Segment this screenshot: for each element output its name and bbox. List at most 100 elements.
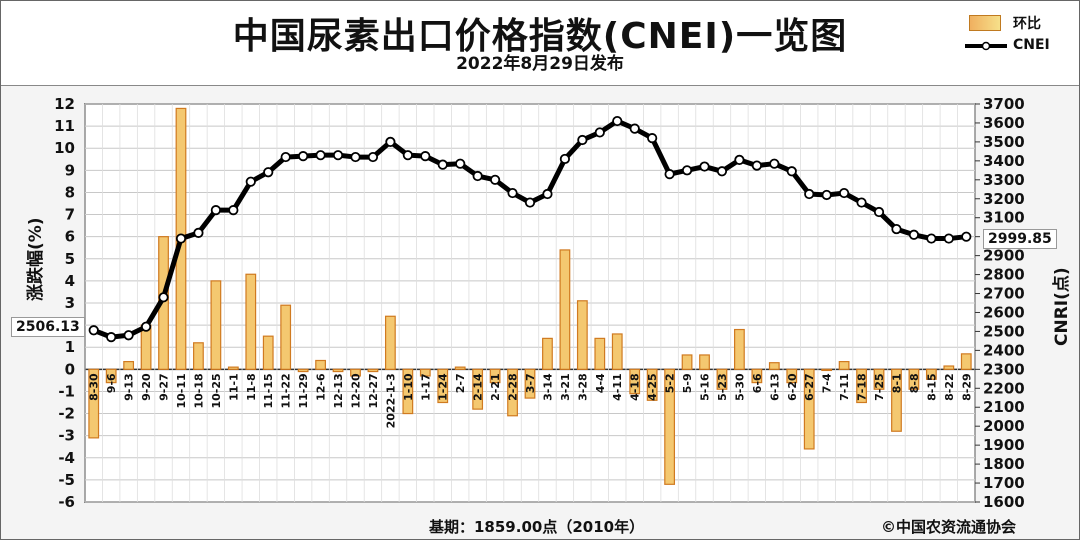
chart-subtitle: 2022年8月29日发布 bbox=[456, 54, 624, 74]
bar-mom-7-25 bbox=[873, 368, 885, 390]
cnei-point-8-15 bbox=[926, 233, 937, 244]
y-right-tick-label: 3500 bbox=[983, 133, 1025, 151]
cnei-point-11-22 bbox=[280, 151, 291, 163]
cnei-point-5-23 bbox=[716, 166, 728, 177]
cnei-point-7-25 bbox=[873, 206, 885, 218]
bar-mom-4-25 bbox=[646, 368, 658, 401]
bar-mom-9-13 bbox=[123, 360, 135, 370]
bar-mom-4-4 bbox=[594, 337, 606, 370]
x-tick-label: 12-20 bbox=[349, 373, 362, 409]
cnei-point-6-6 bbox=[751, 160, 762, 171]
x-tick-label: 1-24 bbox=[437, 373, 450, 401]
bar-mom-12-13 bbox=[332, 368, 344, 373]
cnei-point-8-1 bbox=[891, 223, 902, 235]
x-tick-label: 1-10 bbox=[402, 373, 415, 401]
bar-mom-7-18 bbox=[856, 368, 867, 404]
bar-mom-5-23 bbox=[716, 368, 728, 390]
y-left-tick-label: 11 bbox=[54, 117, 75, 135]
y-left-tick-label: -6 bbox=[58, 493, 75, 511]
x-tick-label: 4-18 bbox=[629, 373, 642, 401]
x-tick-label: 6-13 bbox=[768, 373, 781, 401]
x-tick-label: 8-1 bbox=[890, 373, 903, 393]
x-tick-label: 5-2 bbox=[664, 373, 677, 393]
bar-mom-10-25 bbox=[210, 280, 222, 370]
y-left-tick-label: -2 bbox=[58, 405, 75, 423]
x-tick-label: 12-13 bbox=[332, 373, 345, 408]
cnei-point-12-6 bbox=[315, 150, 326, 161]
x-tick-label: 10-25 bbox=[210, 373, 223, 408]
y-left-tick-label: -5 bbox=[58, 471, 75, 489]
x-tick-label: 4-25 bbox=[646, 373, 659, 401]
x-tick-label: 11-8 bbox=[245, 373, 258, 401]
x-tick-label: 2022-1-3 bbox=[384, 373, 397, 428]
x-tick-label: 9-6 bbox=[105, 373, 118, 393]
y-right-tick-label: 1800 bbox=[983, 455, 1025, 473]
bar-mom-3-14 bbox=[542, 337, 553, 370]
x-tick-label: 6-6 bbox=[751, 373, 764, 393]
bar-mom-11-1 bbox=[227, 366, 239, 370]
y-left-tick-label: 7 bbox=[65, 206, 75, 224]
cnei-point-5-9 bbox=[681, 165, 693, 176]
cnei-point-4-11 bbox=[612, 115, 623, 127]
y-right-tick-label: 3700 bbox=[983, 95, 1025, 113]
x-tick-label: 5-16 bbox=[699, 373, 712, 401]
cnei-point-11-8 bbox=[245, 176, 256, 187]
x-tick-label: 1-17 bbox=[419, 373, 432, 401]
bar-mom-6-20 bbox=[786, 368, 798, 384]
cnei-point-2022-1-3 bbox=[385, 136, 396, 148]
x-tick-label: 7-4 bbox=[821, 373, 834, 393]
x-tick-label: 11-1 bbox=[227, 373, 240, 401]
x-tick-label: 9-20 bbox=[140, 373, 153, 401]
cnei-point-8-29 bbox=[961, 231, 972, 242]
end-value-callout: 2999.85 bbox=[983, 229, 1057, 249]
y-right-tick-label: 3300 bbox=[983, 171, 1025, 189]
cnei-point-6-13 bbox=[769, 158, 780, 169]
bar-mom-5-2 bbox=[664, 368, 676, 485]
cnei-point-11-29 bbox=[298, 151, 309, 162]
cnei-point-1-17 bbox=[420, 151, 431, 162]
cnei-point-3-14 bbox=[542, 188, 553, 200]
y-right-tick-label: 1900 bbox=[983, 436, 1025, 454]
x-tick-label: 12-27 bbox=[367, 373, 380, 408]
cnei-point-12-13 bbox=[332, 150, 344, 161]
chart-header: 中国尿素出口价格指数(CNEI)一览图 2022年8月29日发布 环比 CNEI bbox=[1, 1, 1079, 86]
cnei-point-7-4 bbox=[821, 189, 832, 201]
y-right-tick-label: 3400 bbox=[983, 152, 1025, 170]
bar-mom-4-11 bbox=[611, 333, 623, 370]
chart-title: 中国尿素出口价格指数(CNEI)一览图 bbox=[232, 16, 848, 57]
start-value-callout: 2506.13 bbox=[11, 317, 85, 337]
cnei-point-5-2 bbox=[664, 169, 675, 180]
bar-mom-12-6 bbox=[315, 359, 326, 370]
cnei-point-11-15 bbox=[263, 167, 274, 178]
bar-mom-2-28 bbox=[507, 368, 518, 417]
bar-mom-2022-1-3 bbox=[384, 315, 396, 370]
bar-mom-9-6 bbox=[105, 368, 117, 384]
x-tick-label: 6-20 bbox=[786, 373, 799, 401]
x-tick-label: 4-11 bbox=[611, 373, 624, 401]
x-tick-label: 3-28 bbox=[576, 373, 589, 401]
y-left-tick-label: 4 bbox=[65, 272, 75, 290]
cnei-point-9-13 bbox=[123, 330, 134, 341]
legend-line-swatch bbox=[965, 41, 1007, 51]
cnei-point-9-27 bbox=[158, 292, 169, 303]
y-left-tick-label: 9 bbox=[65, 161, 75, 179]
x-tick-label: 12-6 bbox=[315, 373, 328, 401]
cnei-point-5-16 bbox=[699, 161, 710, 172]
bar-mom-11-29 bbox=[297, 368, 309, 373]
x-tick-label: 2-7 bbox=[454, 373, 467, 393]
x-tick-label: 9-27 bbox=[158, 373, 171, 401]
y-axis-left-label: 涨跌幅(%) bbox=[26, 217, 46, 301]
y-right-tick-label: 2700 bbox=[983, 285, 1025, 303]
bar-mom-6-27 bbox=[803, 368, 815, 450]
x-tick-label: 11-22 bbox=[280, 373, 293, 408]
cnei-point-3-28 bbox=[577, 134, 588, 146]
x-tick-label: 7-25 bbox=[873, 373, 886, 401]
x-tick-label: 2-28 bbox=[507, 373, 520, 401]
cnei-point-2-21 bbox=[489, 174, 501, 185]
cnei-point-2-14 bbox=[472, 170, 483, 182]
bar-mom-11-8 bbox=[245, 273, 257, 370]
y-right-tick-label: 3100 bbox=[983, 209, 1025, 227]
cnei-point-1-10 bbox=[402, 150, 413, 161]
y-left-tick-label: 3 bbox=[65, 294, 75, 312]
